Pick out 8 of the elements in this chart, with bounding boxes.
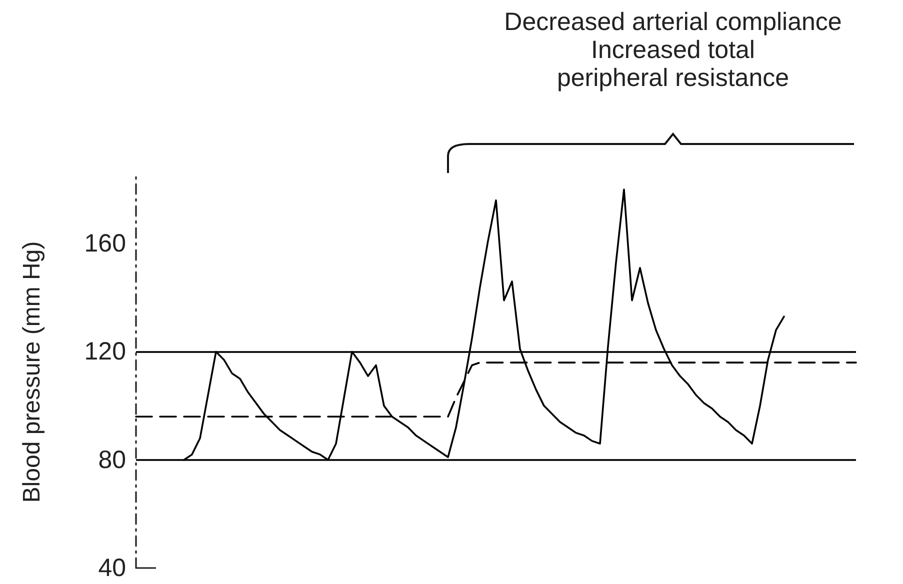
y-tick-label: 120	[84, 338, 126, 366]
text: Decreased arterial compliance	[503, 8, 843, 36]
text: peripheral resistance	[556, 64, 790, 92]
y-tick-label: 160	[84, 230, 126, 258]
text: Increased total	[590, 36, 756, 64]
y-axis-title: Blood pressure (mm Hg)	[18, 241, 46, 503]
y-tick-label: 80	[98, 446, 126, 474]
y-tick-label: 40	[98, 554, 126, 582]
